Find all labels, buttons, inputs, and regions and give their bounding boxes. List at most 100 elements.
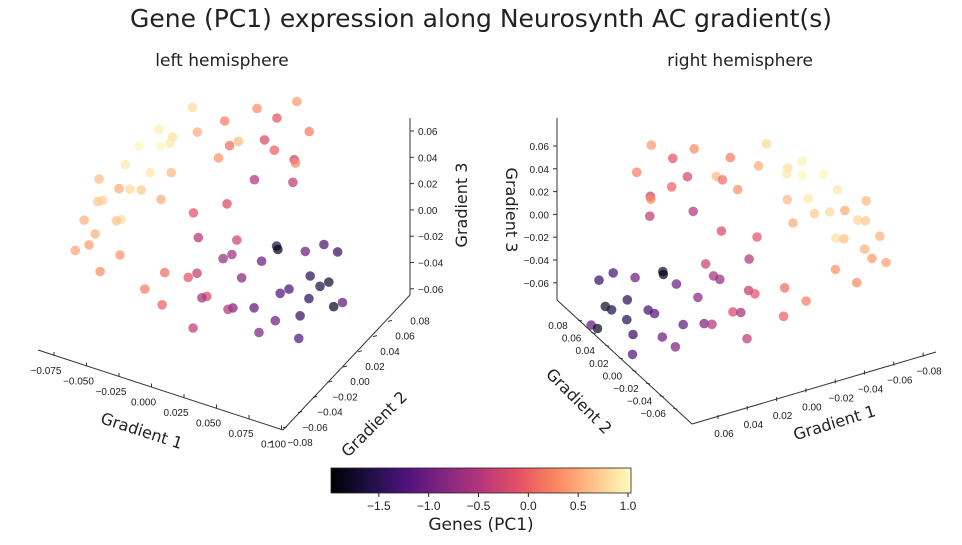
right-scatter-point (801, 296, 811, 306)
right-scatter-point (700, 259, 711, 269)
left-gradient2-axis-tick-label: −0.04 (317, 408, 343, 419)
right-scatter-point (744, 254, 754, 264)
right-gradient2-axis-tick-label: 0.04 (575, 346, 595, 357)
left-scatter-point (259, 135, 270, 145)
left-scatter-point (222, 199, 232, 209)
right-scatter-point (666, 182, 677, 192)
right-gradient1-axis-line (691, 351, 937, 425)
left-scatter-point (292, 96, 302, 107)
right-gradient1-axis-tick-label: −0.02 (829, 393, 855, 404)
left-scatter-point (213, 153, 224, 163)
right-scatter-point (627, 349, 638, 360)
left-scatter-point (269, 145, 280, 155)
left-scatter-point (252, 103, 262, 114)
left-gradient1-axis-tick-label: −0.050 (63, 377, 94, 388)
right-gradient3-axis-tick-label: −0.02 (524, 233, 550, 244)
right-scatter-point (753, 161, 764, 171)
left-scatter-point (84, 240, 94, 250)
left-scatter-point (254, 327, 264, 338)
left-scatter-point (232, 235, 242, 245)
left-gradient2-axis-tick-label: 0.00 (350, 377, 370, 388)
left-gradient2-axis-tick (327, 380, 333, 383)
left-scatter-point (188, 208, 199, 218)
left-gradient2-axis-tick-label: −0.02 (332, 392, 358, 403)
figure-title: Gene (PC1) expression along Neurosynth A… (130, 4, 832, 33)
left-gradient2-axis-tick-label: −0.08 (287, 438, 313, 449)
left-gradient2-axis-tick (282, 426, 288, 429)
left-points (70, 96, 348, 344)
right-gradient3-axis-tick-label: 0.06 (530, 142, 550, 153)
left-scatter-point (290, 158, 301, 168)
right-scatter-point (671, 279, 682, 289)
left-scatter-point (294, 333, 304, 344)
right-gradient1-axis-tick-label: −0.06 (887, 376, 913, 387)
right-scatter-point (715, 274, 725, 285)
left-scatter-point (114, 183, 124, 194)
left-gradient3-axis-tick-label: 0.04 (418, 153, 438, 164)
left-gradient1-axis-line (37, 349, 284, 431)
right-scatter-point (707, 319, 717, 330)
left-scatter-point (166, 167, 176, 178)
right-scatter-point (824, 207, 835, 217)
left-scatter-point (305, 271, 316, 281)
left-panel: left hemisphere −0.075−0.050−0.025 0.000 0… (31, 51, 471, 461)
right-panel-title: right hemisphere (667, 51, 813, 71)
right-scatter-point (631, 167, 642, 178)
left-scatter-point (324, 277, 334, 287)
right-gradient2-axis-tick (577, 319, 583, 322)
right-gradient1-axis-tick-label: 0.04 (744, 420, 764, 431)
right-scatter-point (778, 311, 789, 322)
right-scatter-point (689, 144, 699, 154)
right-scatter-point (859, 244, 870, 254)
left-gradient2-axis-line (282, 294, 411, 431)
left-scatter-point (115, 250, 125, 260)
right-scatter-point (761, 138, 772, 149)
right-gradient2-axis-tick (659, 395, 664, 398)
right-gradient3-axis-tick-label: 0.02 (530, 188, 550, 199)
left-gradient3-axis-tick-label: −0.04 (418, 259, 444, 270)
right-gradient1-axis-tick-label: 0.00 (802, 402, 822, 413)
left-gradient2-axis-tick (267, 441, 273, 444)
right-points (586, 138, 891, 360)
left-scatter-point (304, 126, 315, 137)
left-scatter-point (219, 116, 230, 126)
left-gradient2-axis-tick (312, 395, 318, 398)
right-scatter-point (803, 193, 813, 204)
left-gradient1-axis-tick-label: −0.075 (31, 366, 62, 377)
colorbar-tick-label: 1.0 (620, 499, 637, 513)
right-gradient2-axis-tick-label: −0.06 (641, 409, 667, 420)
right-scatter-point (867, 253, 877, 264)
left-scatter-point (233, 136, 244, 147)
right-scatter-point (852, 277, 862, 288)
left-scatter-point (249, 174, 260, 185)
left-scatter-point (270, 315, 281, 326)
left-scatter-point (197, 293, 207, 303)
left-gradient1-axis-tick-label: 0.025 (163, 408, 188, 419)
left-scatter-point (273, 244, 283, 255)
right-scatter-point (657, 332, 668, 342)
left-scatter-point (159, 267, 170, 278)
left-zlabel: Gradient 3 (452, 163, 471, 248)
colorbar-tick-label: −1.0 (417, 499, 441, 513)
left-scatter-point (272, 113, 282, 123)
right-panel: right hemisphere 0.060.040.020.00−0.02−0… (502, 51, 942, 444)
right-scatter-point (861, 196, 871, 206)
left-scatter-point (284, 284, 294, 294)
right-scatter-point (670, 342, 681, 352)
left-scatter-point (140, 284, 150, 294)
left-scatter-point (155, 141, 165, 151)
right-gradient3-axis-tick-label: −0.06 (524, 279, 550, 290)
right-scatter-point (622, 314, 632, 325)
left-gradient2-axis-tick-label: 0.02 (365, 362, 385, 373)
left-gradient2-axis-tick (297, 411, 303, 414)
left-scatter-point (249, 303, 259, 313)
left-scatter-point (90, 229, 100, 239)
right-scatter-point (797, 156, 807, 166)
right-gradient1-axis-tick-label: −0.04 (858, 385, 884, 396)
right-scatter-point (716, 226, 727, 236)
right-scatter-point (797, 170, 808, 181)
left-scatter-point (120, 159, 130, 170)
right-scatter-point (717, 175, 728, 185)
left-scatter-point (183, 272, 193, 283)
right-axes: 0.060.040.020.00−0.02−0.04−0.06−0.080.08… (524, 118, 942, 440)
